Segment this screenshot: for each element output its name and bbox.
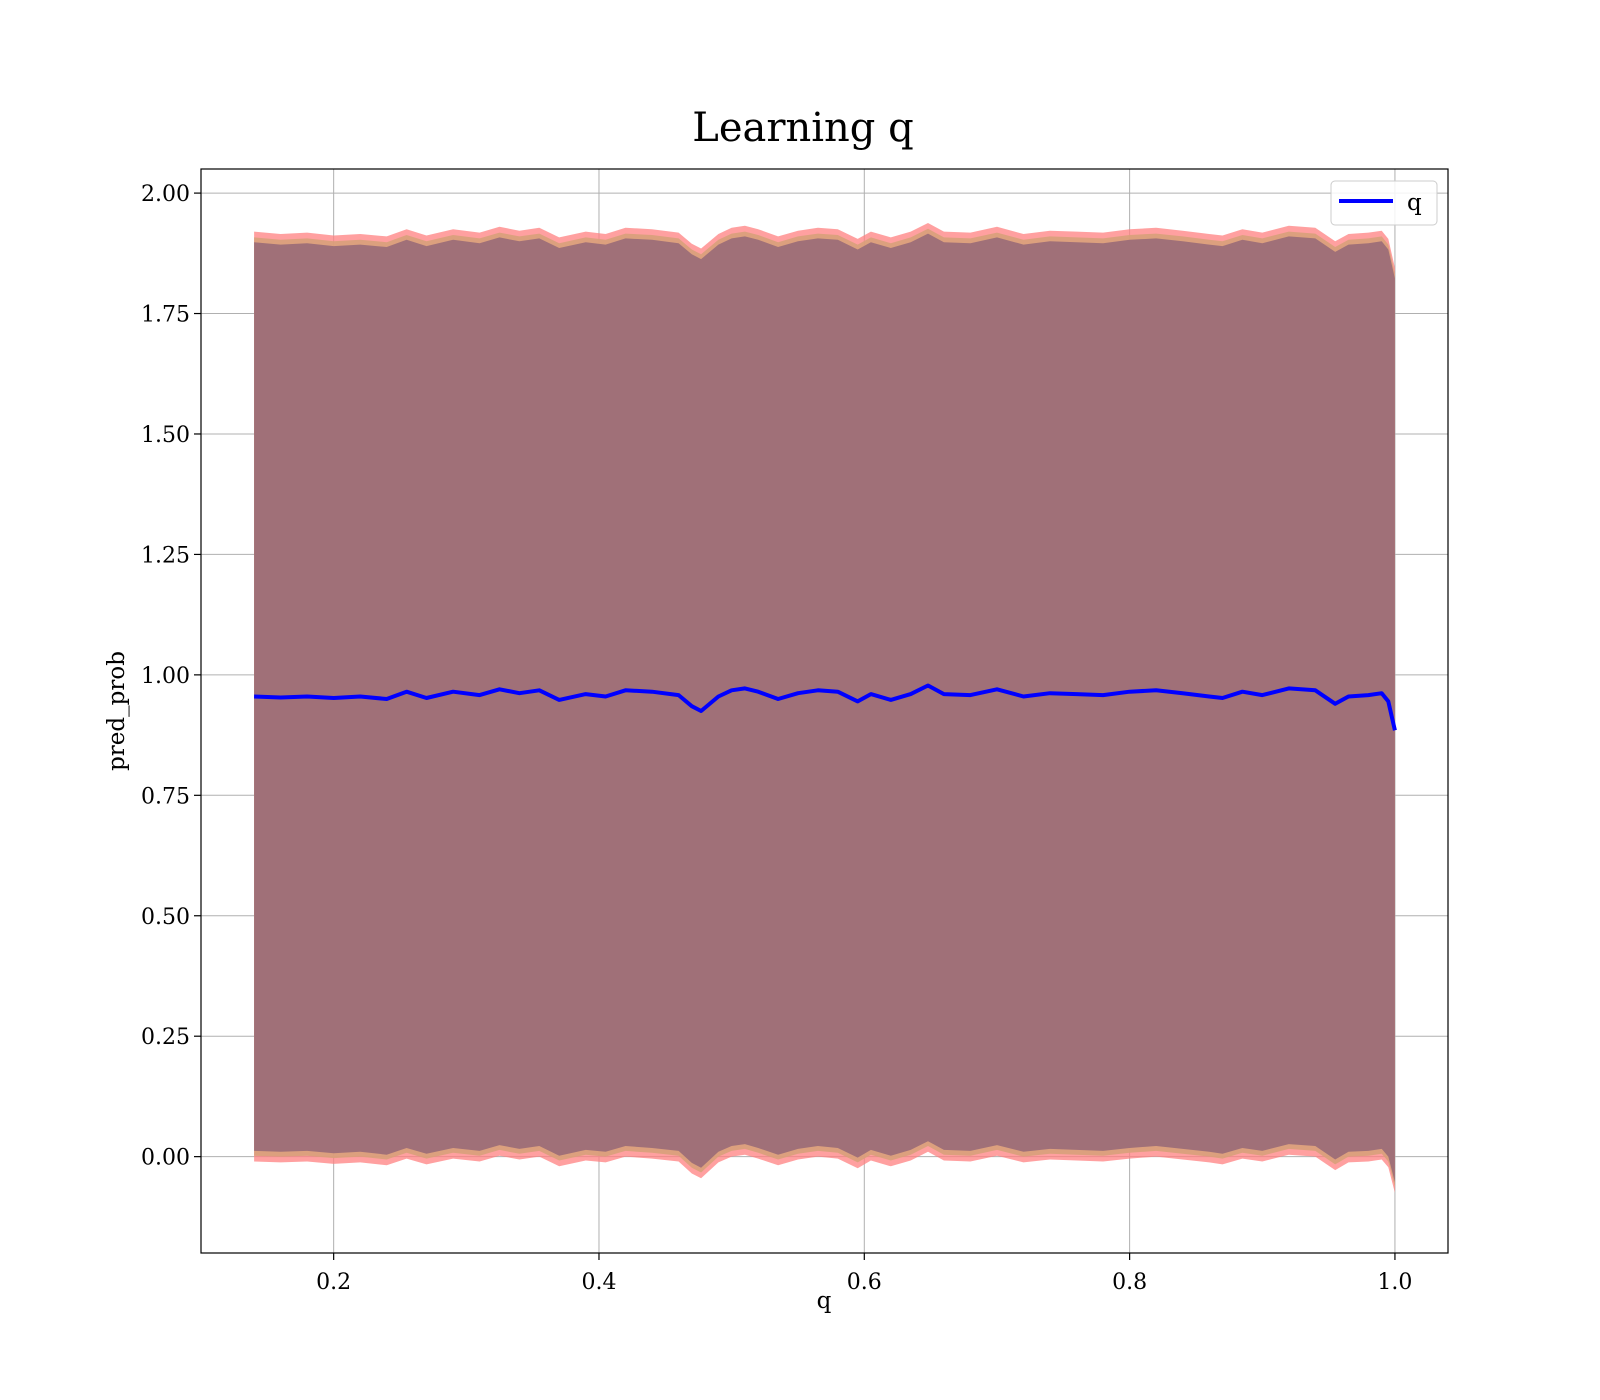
x-axis-label: q bbox=[817, 1288, 832, 1314]
y-tick-label: 1.25 bbox=[141, 543, 190, 568]
series-line-q bbox=[254, 683, 1397, 731]
x-tick-label: 0.6 bbox=[847, 1270, 882, 1295]
y-tick-label: 0.75 bbox=[141, 784, 190, 809]
chart-title: Learning q bbox=[692, 105, 913, 151]
y-tick-label: 1.75 bbox=[141, 303, 190, 328]
confidence-band bbox=[254, 223, 1395, 1193]
y-axis-label: pred_prob bbox=[104, 651, 130, 771]
y-tick-label: 0.25 bbox=[141, 1025, 190, 1050]
x-tick-label: 0.2 bbox=[316, 1270, 351, 1295]
x-axis-ticks: 0.2 0.4 0.6 0.8 1.0 bbox=[316, 1253, 1412, 1295]
y-axis-ticks: 0.00 0.25 0.50 0.75 1.00 1.25 1.50 1.75 2.00 bbox=[141, 182, 201, 1171]
plot-frame bbox=[200, 168, 1449, 1254]
y-tick-label: 0.00 bbox=[141, 1146, 190, 1171]
y-tick-label: 1.50 bbox=[141, 423, 190, 448]
series-lines bbox=[254, 683, 1397, 731]
y-tick-label: 1.00 bbox=[141, 664, 190, 689]
y-tick-label: 2.00 bbox=[141, 182, 190, 207]
y-tick-label: 0.50 bbox=[141, 905, 190, 930]
x-tick-label: 1.0 bbox=[1377, 1270, 1412, 1295]
x-tick-label: 0.4 bbox=[581, 1270, 616, 1295]
legend-label-q: q bbox=[1407, 190, 1422, 216]
x-tick-label: 0.8 bbox=[1112, 1270, 1147, 1295]
band-inner bbox=[254, 233, 1395, 1183]
legend: q bbox=[1330, 180, 1438, 226]
